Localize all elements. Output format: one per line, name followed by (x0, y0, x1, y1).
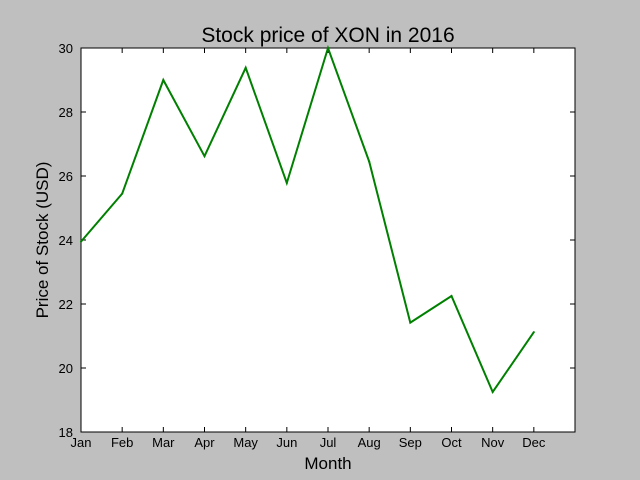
data-point (368, 160, 371, 163)
series-layer (80, 44, 535, 395)
x-axis-ticks: Jan Feb Mar Apr May Jun Jul Aug Sep Oct Nov Dec (71, 48, 546, 450)
data-point (532, 331, 535, 334)
x-tick-label: Mar (152, 435, 175, 450)
data-point (121, 192, 124, 195)
x-tick-label: Nov (481, 435, 505, 450)
data-point (327, 47, 329, 49)
x-tick-label: Dec (522, 435, 546, 450)
y-axis-ticks: 18 20 22 24 26 28 30 (59, 41, 575, 440)
x-tick-label: Oct (441, 435, 462, 450)
plot-area (80, 47, 576, 433)
x-tick-label: Jun (276, 435, 297, 450)
x-tick-label: Apr (194, 435, 215, 450)
x-tick-label: Aug (358, 435, 381, 450)
y-tick-label: 26 (59, 169, 73, 184)
data-point (409, 321, 412, 324)
data-point (285, 182, 288, 185)
data-point (244, 66, 247, 69)
y-tick-label: 30 (59, 41, 73, 56)
x-tick-label: May (233, 435, 258, 450)
series-line (80, 44, 535, 395)
data-point (203, 155, 206, 158)
x-tick-label: Feb (111, 435, 133, 450)
data-point (450, 295, 453, 297)
y-axis-label: Price of Stock (USD) (33, 162, 52, 319)
x-tick-label: Sep (399, 435, 422, 450)
chart-title: Stock price of XON in 2016 (201, 24, 454, 47)
y-tick-label: 28 (59, 105, 73, 120)
data-point (80, 240, 82, 243)
x-axis-label: Month (304, 454, 351, 473)
y-tick-label: 24 (59, 233, 73, 248)
x-tick-label: Jan (71, 435, 92, 450)
data-point (491, 391, 494, 393)
y-tick-label: 20 (59, 361, 73, 376)
y-tick-label: 22 (59, 297, 73, 312)
x-tick-label: Jul (320, 435, 337, 450)
data-point (162, 79, 165, 81)
y-tick-label: 18 (59, 425, 73, 440)
